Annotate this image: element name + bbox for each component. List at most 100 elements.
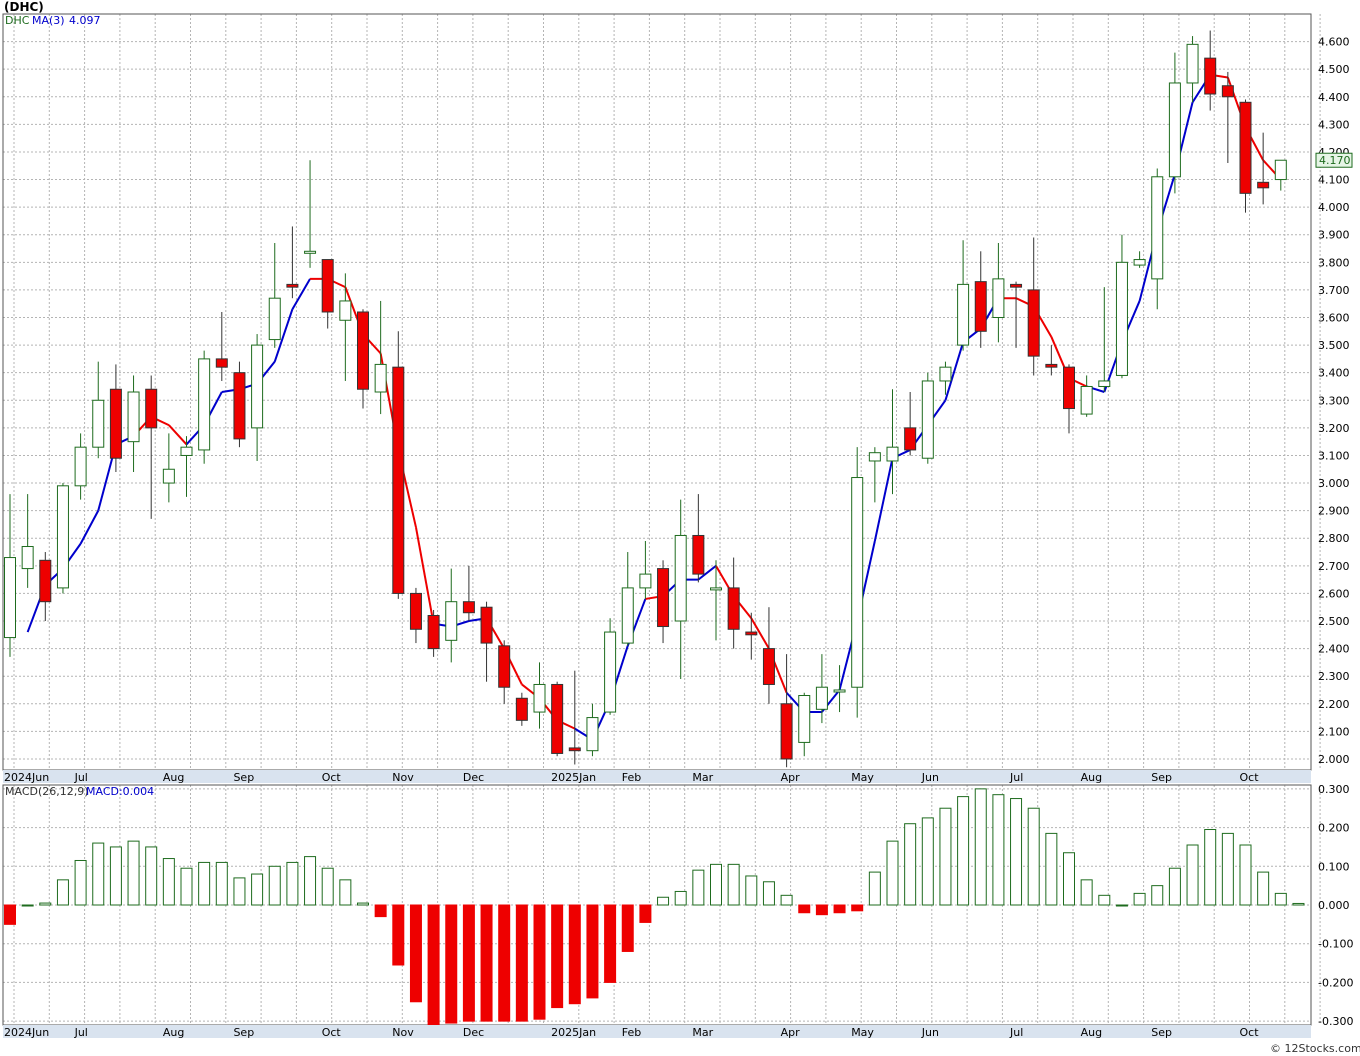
macd-bar — [4, 904, 16, 925]
macd-bar — [162, 858, 175, 906]
candle — [798, 692, 811, 757]
x-tick-label: Mar — [692, 1026, 713, 1039]
macd-bar — [321, 867, 334, 906]
candle — [639, 540, 652, 599]
candle — [957, 240, 970, 351]
macd-tick-label: 0.100 — [1318, 860, 1350, 873]
x-tick-label: Nov — [392, 1026, 414, 1039]
candle-body — [1010, 283, 1023, 288]
macd-bar — [657, 896, 670, 906]
macd-bar — [233, 877, 246, 906]
candle — [533, 662, 546, 729]
candle — [339, 273, 352, 381]
macd-bar — [409, 904, 422, 1003]
candle-body — [145, 388, 158, 429]
ma3-segment — [168, 424, 188, 446]
candle-body — [1186, 43, 1199, 84]
candle-body — [1080, 385, 1093, 415]
candle — [692, 494, 705, 583]
macd-bar — [339, 879, 352, 906]
macd-bar — [1080, 879, 1093, 906]
x-tick-label: Jul — [74, 1026, 88, 1039]
candle — [462, 565, 475, 622]
candle-body — [674, 534, 687, 622]
macd-bar — [798, 904, 811, 914]
x-tick-label: Sep — [1151, 771, 1172, 784]
candle-body — [992, 278, 1005, 319]
x-tick-label: Feb — [622, 771, 641, 784]
candle — [374, 300, 387, 415]
macd-bar — [268, 865, 281, 906]
candle — [604, 618, 617, 715]
candle — [621, 552, 634, 646]
candle-body — [815, 686, 828, 710]
macd-bar — [427, 904, 440, 1026]
macd-x-axis: 2024Jun Jul Aug Sep Oct Nov Dec 2025Jan Feb Mar Ap… — [4, 1026, 1259, 1039]
candle-body — [1221, 85, 1234, 98]
macd-tick-label: -0.300 — [1318, 1015, 1353, 1028]
candle — [109, 364, 122, 473]
candle — [992, 243, 1005, 343]
candle-body — [74, 446, 87, 487]
macd-bar — [1027, 807, 1040, 906]
candle — [868, 447, 881, 503]
macd-tick-label: 0.000 — [1318, 899, 1350, 912]
macd-bar — [762, 881, 775, 906]
price-tick-label: 2.900 — [1318, 505, 1350, 518]
last-price-label: 4.170 — [1319, 154, 1351, 167]
macd-tick-label: 0.300 — [1318, 783, 1350, 796]
macd-tick-label: -0.200 — [1318, 976, 1353, 989]
price-tick-label: 2.300 — [1318, 670, 1350, 683]
candle-body — [498, 645, 511, 688]
candle-body — [1045, 363, 1058, 368]
ma3-segment — [291, 278, 311, 310]
price-tick-label: 4.400 — [1318, 91, 1350, 104]
candlesticks — [4, 30, 1287, 768]
candle — [851, 447, 864, 718]
price-tick-label: 2.500 — [1318, 615, 1350, 628]
candle-body — [215, 358, 228, 368]
candle — [1080, 375, 1093, 417]
macd-bar — [621, 904, 634, 952]
candle-body — [4, 557, 16, 639]
candle-body — [1168, 82, 1181, 178]
price-tick-label: 3.400 — [1318, 367, 1350, 380]
macd-bar — [498, 904, 511, 1022]
macd-bar — [727, 863, 740, 906]
candle — [392, 331, 405, 599]
macd-bar — [533, 904, 546, 1020]
macd-bar — [921, 817, 934, 906]
candle-body — [233, 372, 246, 440]
macd-bar — [1151, 885, 1164, 906]
macd-bar — [886, 840, 899, 906]
candle-body — [833, 689, 846, 693]
macd-bar — [710, 863, 722, 906]
candle — [780, 654, 793, 768]
macd-bar — [639, 904, 652, 923]
candle — [1045, 345, 1058, 376]
legend-ma-label: MA(3) — [32, 14, 65, 27]
macd-bar — [392, 904, 405, 966]
macd-bar — [39, 902, 52, 906]
x-tick-label: Feb — [622, 1026, 641, 1039]
footer-credit: © 12Stocks.com — [1270, 1042, 1360, 1055]
candle-body — [727, 587, 740, 630]
candle — [568, 670, 581, 765]
candle-body — [56, 485, 69, 589]
candle — [251, 334, 264, 461]
macd-bar — [1221, 832, 1234, 906]
candle-body — [798, 695, 811, 743]
price-tick-label: 2.000 — [1318, 753, 1350, 766]
price-tick-label: 2.700 — [1318, 560, 1350, 573]
legend-macd-value: MACD:0.004 — [86, 785, 154, 798]
macd-tick-label: -0.100 — [1318, 938, 1353, 951]
candle-body — [1274, 159, 1287, 181]
candle-body — [427, 614, 440, 650]
price-tick-label: 3.700 — [1318, 284, 1350, 297]
candle — [1257, 132, 1270, 205]
price-x-axis: 2024Jun Jul Aug Sep Oct Nov Dec 2025Jan Feb Mar Ap… — [4, 771, 1259, 784]
price-y-axis: 4.6004.5004.4004.3004.2004.1004.0003.900… — [1318, 36, 1350, 766]
price-tick-label: 2.400 — [1318, 643, 1350, 656]
ma3-segment — [697, 565, 717, 581]
